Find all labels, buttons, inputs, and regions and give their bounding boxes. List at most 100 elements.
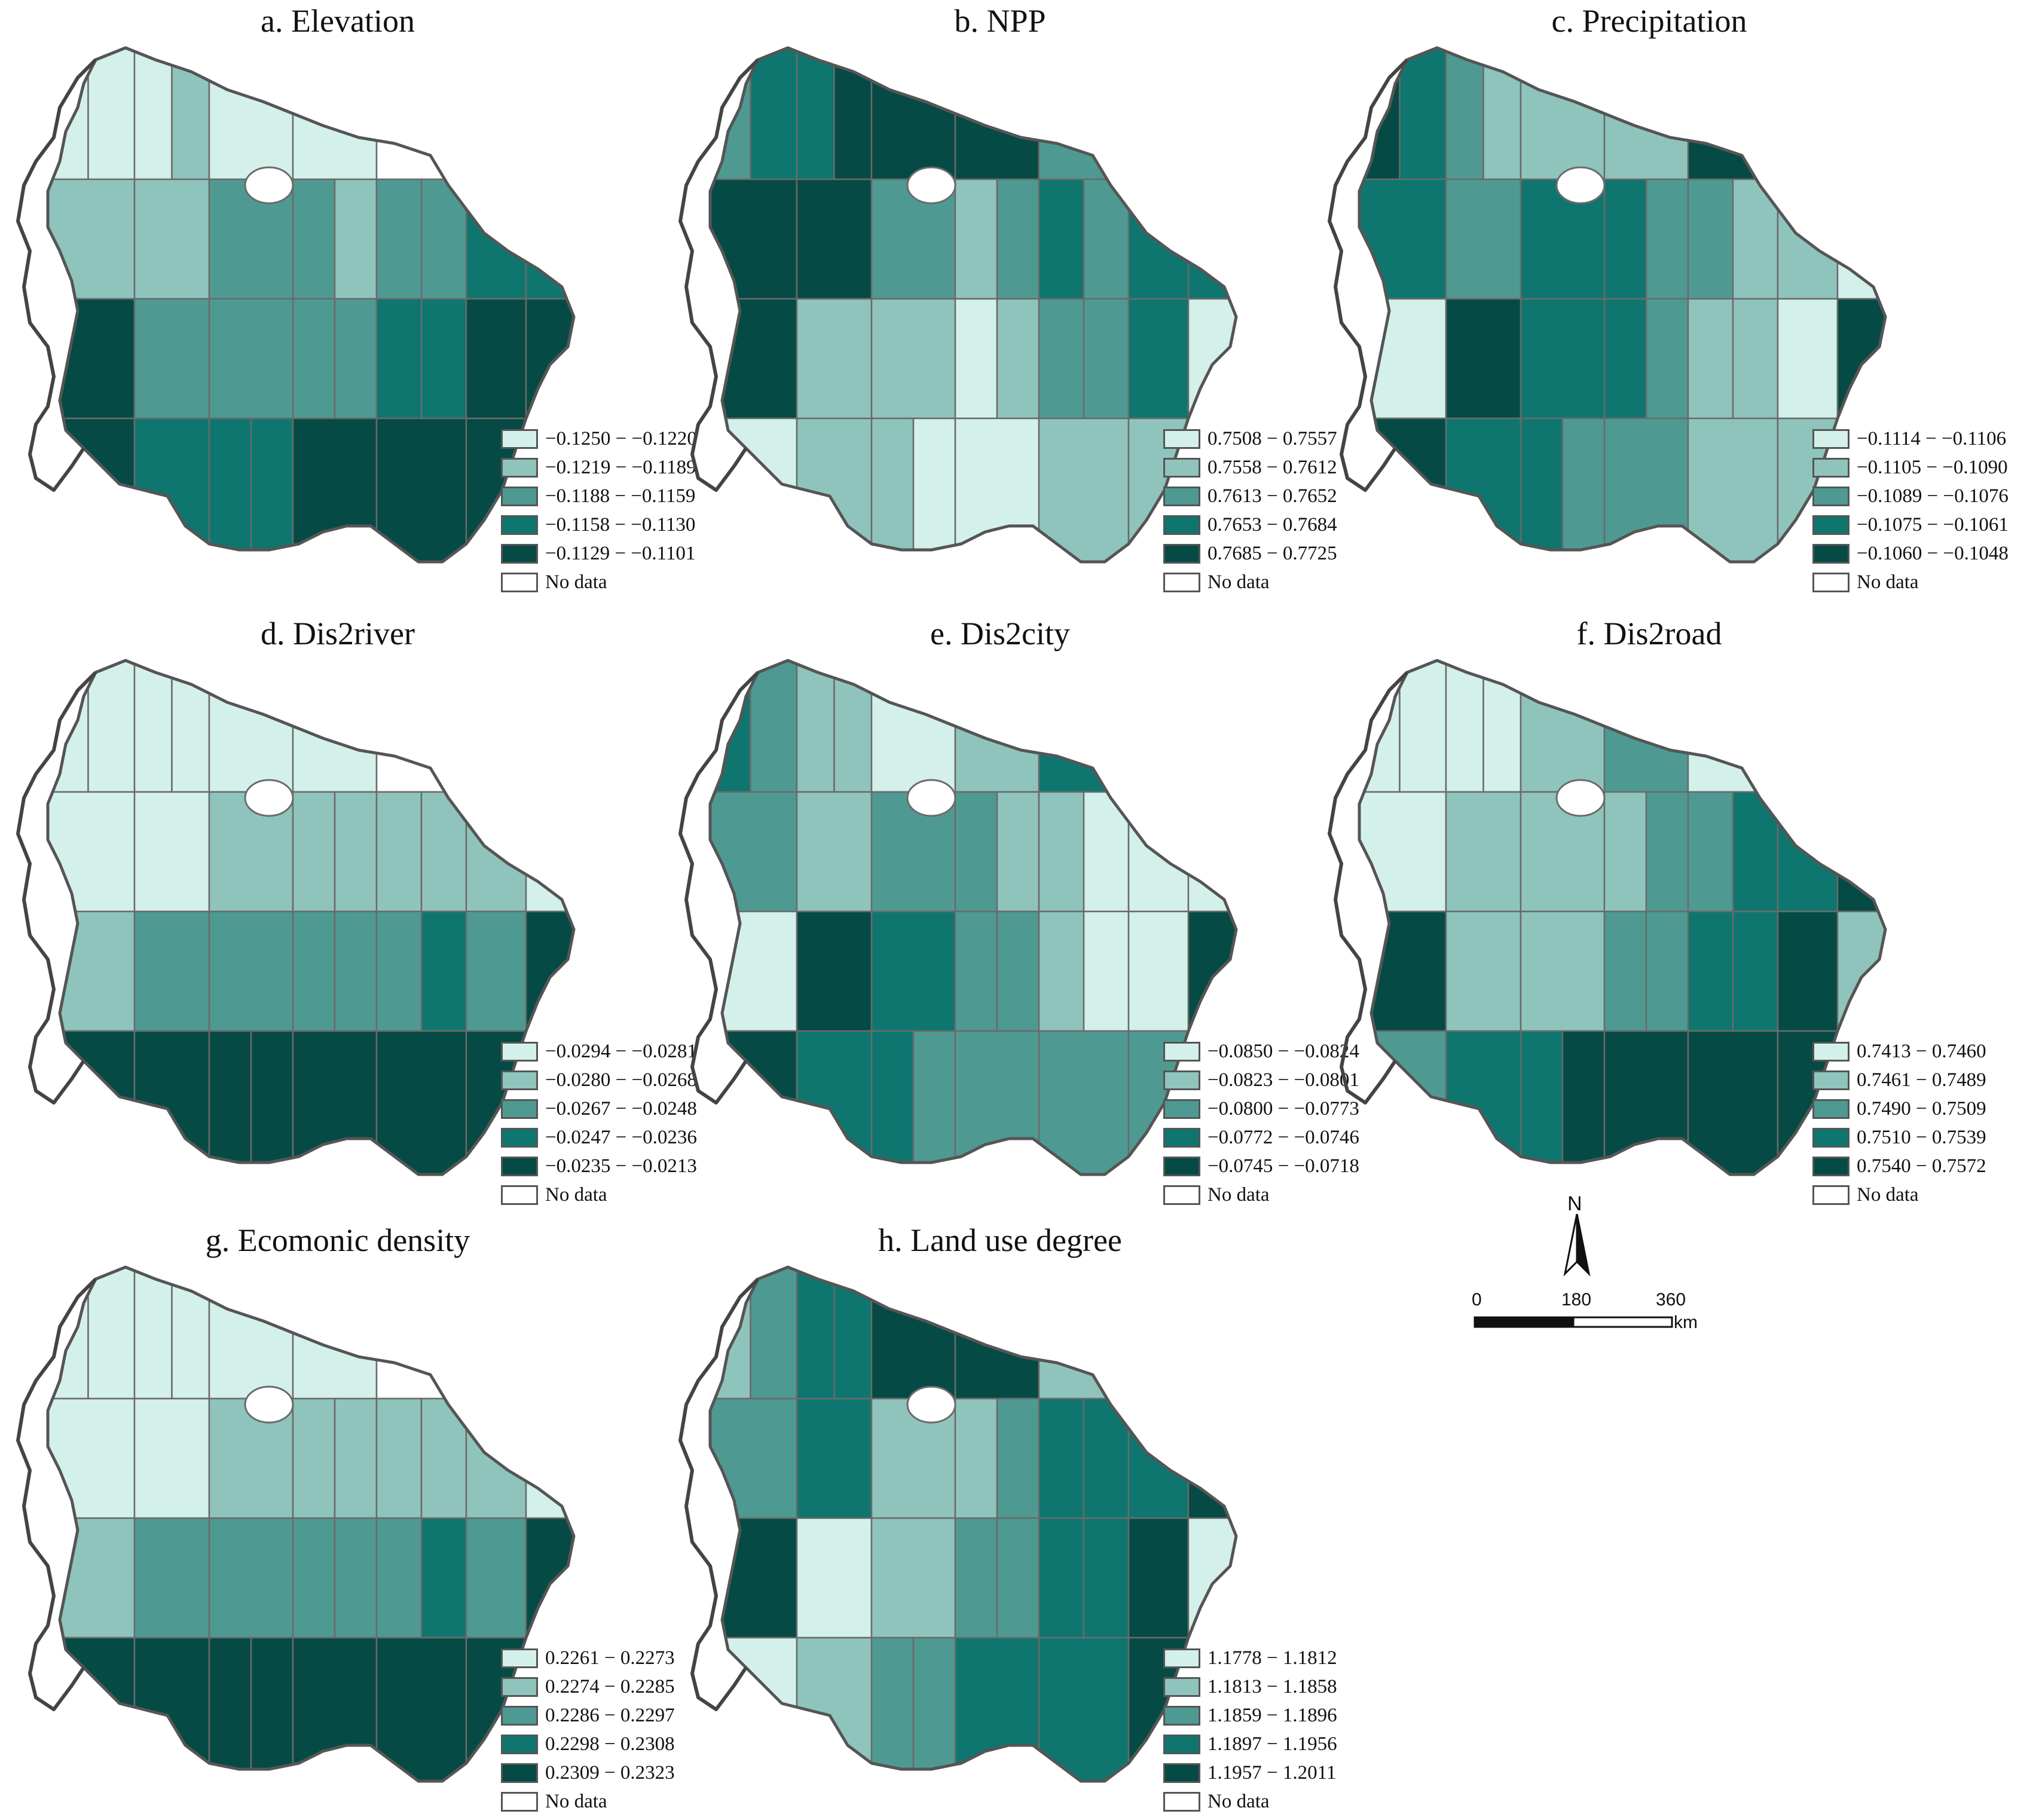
district-31 [292,417,378,562]
district-22 [996,298,1040,420]
map-legend: −0.0850 − −0.0824 −0.0823 − −0.0801 −0.080… [1163,1037,1359,1209]
district-8 [1777,48,1885,181]
district-20 [208,298,294,420]
district-28 [1445,1030,1522,1174]
legend-label: 0.2261 − 0.2273 [545,1647,675,1669]
district-21 [292,1517,336,1639]
legend-swatch [1163,1127,1200,1148]
legend-label: 0.2274 − 0.2285 [545,1675,675,1697]
legend-row: 0.2309 − 0.2323 [501,1758,675,1787]
district-1 [710,1267,751,1400]
legend-swatch [501,1734,538,1754]
district-13 [996,1397,1040,1519]
legend-label: 1.1813 − 1.1858 [1207,1675,1337,1697]
legend-label: −0.1188 − −0.1159 [545,485,696,507]
district-2 [87,1267,136,1400]
legend-row: 0.7413 − 0.7460 [1812,1037,1986,1066]
western-border-line [678,671,760,1105]
legend-row: −0.0235 − −0.0213 [501,1152,697,1180]
district-4 [171,1267,210,1400]
legend-swatch [501,1156,538,1176]
district-15 [1083,178,1130,300]
legend-row: No data [501,1787,675,1816]
district-9 [48,791,136,913]
legend-swatch [1163,1705,1200,1726]
legend-swatch [1812,1127,1850,1148]
district-15 [420,1397,467,1519]
district-22 [1645,910,1689,1032]
district-28 [1445,417,1522,562]
district-28 [133,417,210,562]
legend-swatch [501,1705,538,1726]
legend-swatch [1163,1734,1200,1754]
legend-row: −0.0294 − −0.0281 [501,1037,697,1066]
district-12 [292,791,336,913]
district-6 [1603,660,1689,793]
legend-row: −0.0745 − −0.0718 [1163,1152,1359,1180]
district-14 [1038,791,1085,913]
legend-swatch [501,543,538,564]
no-data-enclave [244,779,294,817]
district-10 [1445,178,1522,300]
district-8 [1127,1267,1236,1400]
district-28 [133,1637,210,1781]
legend-row: −0.1250 − −0.1220 [501,424,697,453]
legend-swatch [501,515,538,535]
legend-row: 0.7685 − 0.7725 [1163,539,1337,568]
district-13 [996,178,1040,300]
district-31 [954,417,1040,562]
district-13 [996,791,1040,913]
district-32 [1038,417,1130,562]
district-6 [292,1267,378,1400]
district-6 [954,1267,1040,1400]
district-32 [1038,1637,1130,1781]
map-panel-b: b. NPP 0.7508 − 0.7557 0.7558 − 0.7612 0.76… [674,0,1337,598]
district-4 [833,660,873,793]
no-data-enclave [244,166,294,204]
district-23 [1038,1517,1085,1639]
legend-row: −0.0823 − −0.0801 [1163,1066,1359,1094]
district-1 [48,48,89,181]
legend-label: 0.7508 − 0.7557 [1207,427,1337,449]
legend-row: 1.1897 − 1.1956 [1163,1730,1337,1758]
legend-swatch [1163,1677,1200,1697]
district-15 [1083,1397,1130,1519]
district-29 [1520,1030,1564,1174]
legend-row: 0.7653 − 0.7684 [1163,510,1337,539]
legend-label: −0.1060 − −0.1048 [1857,542,2009,564]
district-20 [870,910,956,1032]
legend-swatch [1812,1041,1850,1062]
district-2 [1399,660,1447,793]
district-8 [1777,660,1885,793]
district-21 [954,1517,998,1639]
legend-label: No data [545,1790,607,1812]
district-6 [292,660,378,793]
district-18 [710,298,798,420]
district-7 [1038,660,1130,793]
legend-swatch [1163,572,1200,592]
legend-label: 0.2286 − 0.2297 [545,1704,675,1726]
district-21 [1603,298,1647,420]
no-data-enclave [244,1385,294,1424]
panel-title: c. Precipitation [1551,3,1747,39]
legend-swatch [1812,1070,1850,1090]
legend-row: −0.1129 − −0.1101 [501,539,697,568]
scale-tick-0: 0 [1472,1290,1482,1310]
scale-bar: 0 180 360 km [1459,1285,1710,1351]
north-label: N [1567,1192,1582,1215]
district-7 [375,48,467,181]
district-31 [954,1030,1040,1174]
district-6 [292,48,378,181]
legend-row: 0.7461 − 0.7489 [1812,1066,1986,1094]
district-19 [133,298,210,420]
scale-tick-180: 180 [1561,1290,1592,1310]
district-20 [870,1517,956,1639]
legend-label: 1.1897 − 1.1956 [1207,1733,1337,1755]
district-19 [796,1517,873,1639]
scale-bar-graphic [1474,1316,1673,1328]
district-21 [1603,910,1647,1032]
legend-label: −0.0745 − −0.0718 [1207,1155,1359,1177]
district-16 [465,1397,527,1519]
legend-swatch [501,1791,538,1812]
district-9 [710,178,798,300]
